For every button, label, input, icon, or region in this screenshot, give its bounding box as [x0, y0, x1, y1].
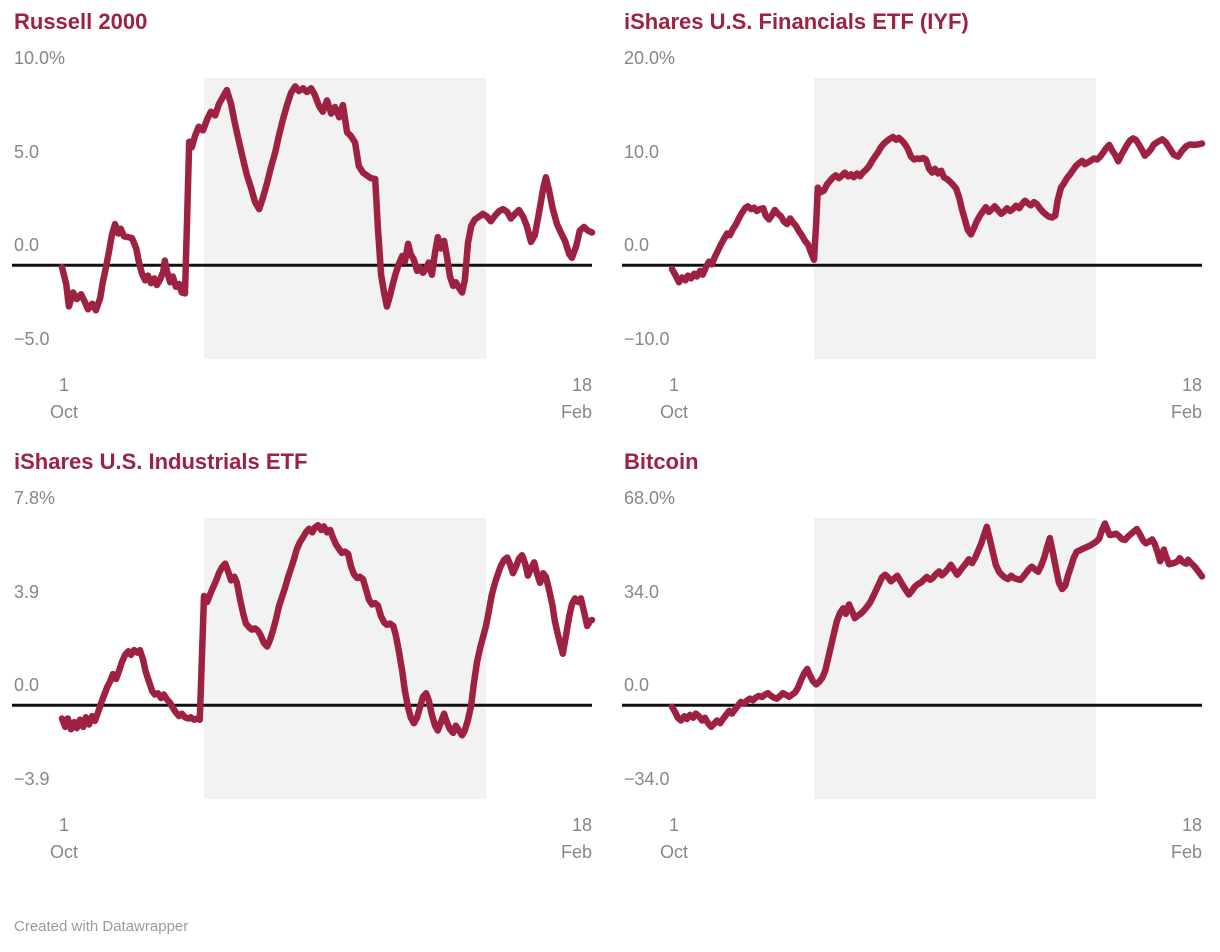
chart-title: iShares U.S. Financials ETF (IYF) — [624, 9, 969, 34]
y-axis-tick-label: −34.0 — [624, 769, 670, 789]
y-axis-tick-label: −10.0 — [624, 329, 670, 349]
x-end-month: Feb — [560, 842, 592, 862]
x-start-day: 1 — [668, 815, 679, 835]
y-axis-tick-label: 3.9 — [14, 582, 40, 602]
chart-title: Bitcoin — [624, 449, 699, 474]
x-start-month: Oct — [659, 402, 688, 422]
y-axis-tick-label: 0.0 — [14, 235, 40, 255]
x-start-month: Oct — [49, 842, 78, 862]
x-start-day: 1 — [58, 815, 69, 835]
line-plot — [12, 518, 596, 799]
x-start-month: Oct — [49, 402, 78, 422]
x-end-month: Feb — [1170, 842, 1202, 862]
x-axis-end-label: 18 Feb — [520, 812, 592, 866]
attribution-text: Created with Datawrapper — [14, 918, 189, 935]
highlight-period-band — [814, 518, 1096, 799]
series-line — [58, 521, 596, 739]
x-axis-end-label: 18 Feb — [520, 372, 592, 426]
x-axis-start-label: 1 Oct — [644, 812, 704, 866]
x-end-day: 18 — [1181, 375, 1202, 395]
x-end-day: 18 — [571, 375, 592, 395]
y-axis-tick-label: 0.0 — [14, 675, 40, 695]
y-axis-tick-label: 10.0% — [14, 48, 66, 68]
y-axis-tick-label: 0.0 — [624, 675, 650, 695]
y-axis-tick-label: 68.0% — [624, 488, 676, 508]
chart-grid: Russell 2000 10.0% 5.0 0.0 −5.0 1 Oct 18… — [0, 0, 1220, 880]
y-axis-tick-label: 0.0 — [624, 235, 650, 255]
x-end-day: 18 — [571, 815, 592, 835]
x-axis-end-label: 18 Feb — [1130, 372, 1202, 426]
x-start-day: 1 — [668, 375, 679, 395]
y-axis-tick-label: 34.0 — [624, 582, 660, 602]
series-line — [668, 133, 1206, 286]
chart-panel-russell-2000: Russell 2000 10.0% 5.0 0.0 −5.0 1 Oct 18… — [0, 0, 610, 440]
y-axis-tick-label: −5.0 — [14, 329, 50, 349]
x-axis-start-label: 1 Oct — [644, 372, 704, 426]
x-axis-start-label: 1 Oct — [34, 372, 94, 426]
x-end-day: 18 — [1181, 815, 1202, 835]
line-plot — [12, 78, 596, 359]
chart-title: iShares U.S. Industrials ETF — [14, 449, 308, 474]
series-line — [58, 83, 596, 314]
line-plot — [622, 78, 1206, 359]
y-axis-tick-label: 5.0 — [14, 142, 40, 162]
line-plot — [622, 518, 1206, 799]
x-start-month: Oct — [659, 842, 688, 862]
x-end-month: Feb — [560, 402, 592, 422]
x-start-day: 1 — [58, 375, 69, 395]
highlight-period-band — [204, 518, 486, 799]
chart-panel-ishares-us-industrials-etf: iShares U.S. Industrials ETF 7.8% 3.9 0.… — [0, 440, 610, 880]
y-axis-tick-label: 20.0% — [624, 48, 676, 68]
x-axis-end-label: 18 Feb — [1130, 812, 1202, 866]
chart-title: Russell 2000 — [14, 9, 148, 34]
chart-panel-ishares-us-financials-etf: iShares U.S. Financials ETF (IYF) 20.0% … — [610, 0, 1220, 440]
y-axis-tick-label: 7.8% — [14, 488, 56, 508]
x-axis-start-label: 1 Oct — [34, 812, 94, 866]
x-end-month: Feb — [1170, 402, 1202, 422]
y-axis-tick-label: 10.0 — [624, 142, 660, 162]
series-line — [668, 520, 1206, 731]
chart-panel-bitcoin: Bitcoin 68.0% 34.0 0.0 −34.0 1 Oct 18 Fe… — [610, 440, 1220, 880]
y-axis-tick-label: −3.9 — [14, 769, 50, 789]
